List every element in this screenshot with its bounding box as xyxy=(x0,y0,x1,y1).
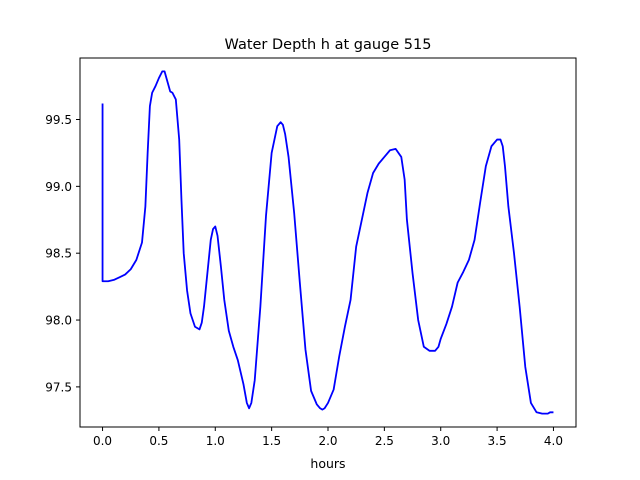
axes-frame xyxy=(79,57,577,428)
y-tick-label: 98.0 xyxy=(45,314,72,328)
y-axis: 97.5 98.0 98.5 99.0 99.5 xyxy=(45,113,80,394)
x-tick-label: 2.5 xyxy=(375,434,394,448)
x-axis-label: hours xyxy=(310,456,345,471)
series-line-0 xyxy=(101,70,554,415)
x-axis: 0.0 0.5 1.0 1.5 2.0 2.5 3.0 3.5 4.0 xyxy=(93,427,563,448)
x-tick-label: 2.0 xyxy=(318,434,337,448)
x-tick-label: 4.0 xyxy=(544,434,563,448)
y-tick-label: 97.5 xyxy=(45,380,72,394)
x-tick-label: 0.0 xyxy=(93,434,112,448)
x-tick-label: 1.0 xyxy=(206,434,225,448)
plot-area xyxy=(101,70,554,415)
y-tick-label: 98.5 xyxy=(45,247,72,261)
y-tick-label: 99.5 xyxy=(45,113,72,127)
x-tick-label: 1.5 xyxy=(262,434,281,448)
chart-title: Water Depth h at gauge 515 xyxy=(225,37,432,53)
x-tick-label: 3.5 xyxy=(488,434,507,448)
y-tick-label: 99.0 xyxy=(45,180,72,194)
x-tick-label: 3.0 xyxy=(431,434,450,448)
x-tick-label: 0.5 xyxy=(149,434,168,448)
